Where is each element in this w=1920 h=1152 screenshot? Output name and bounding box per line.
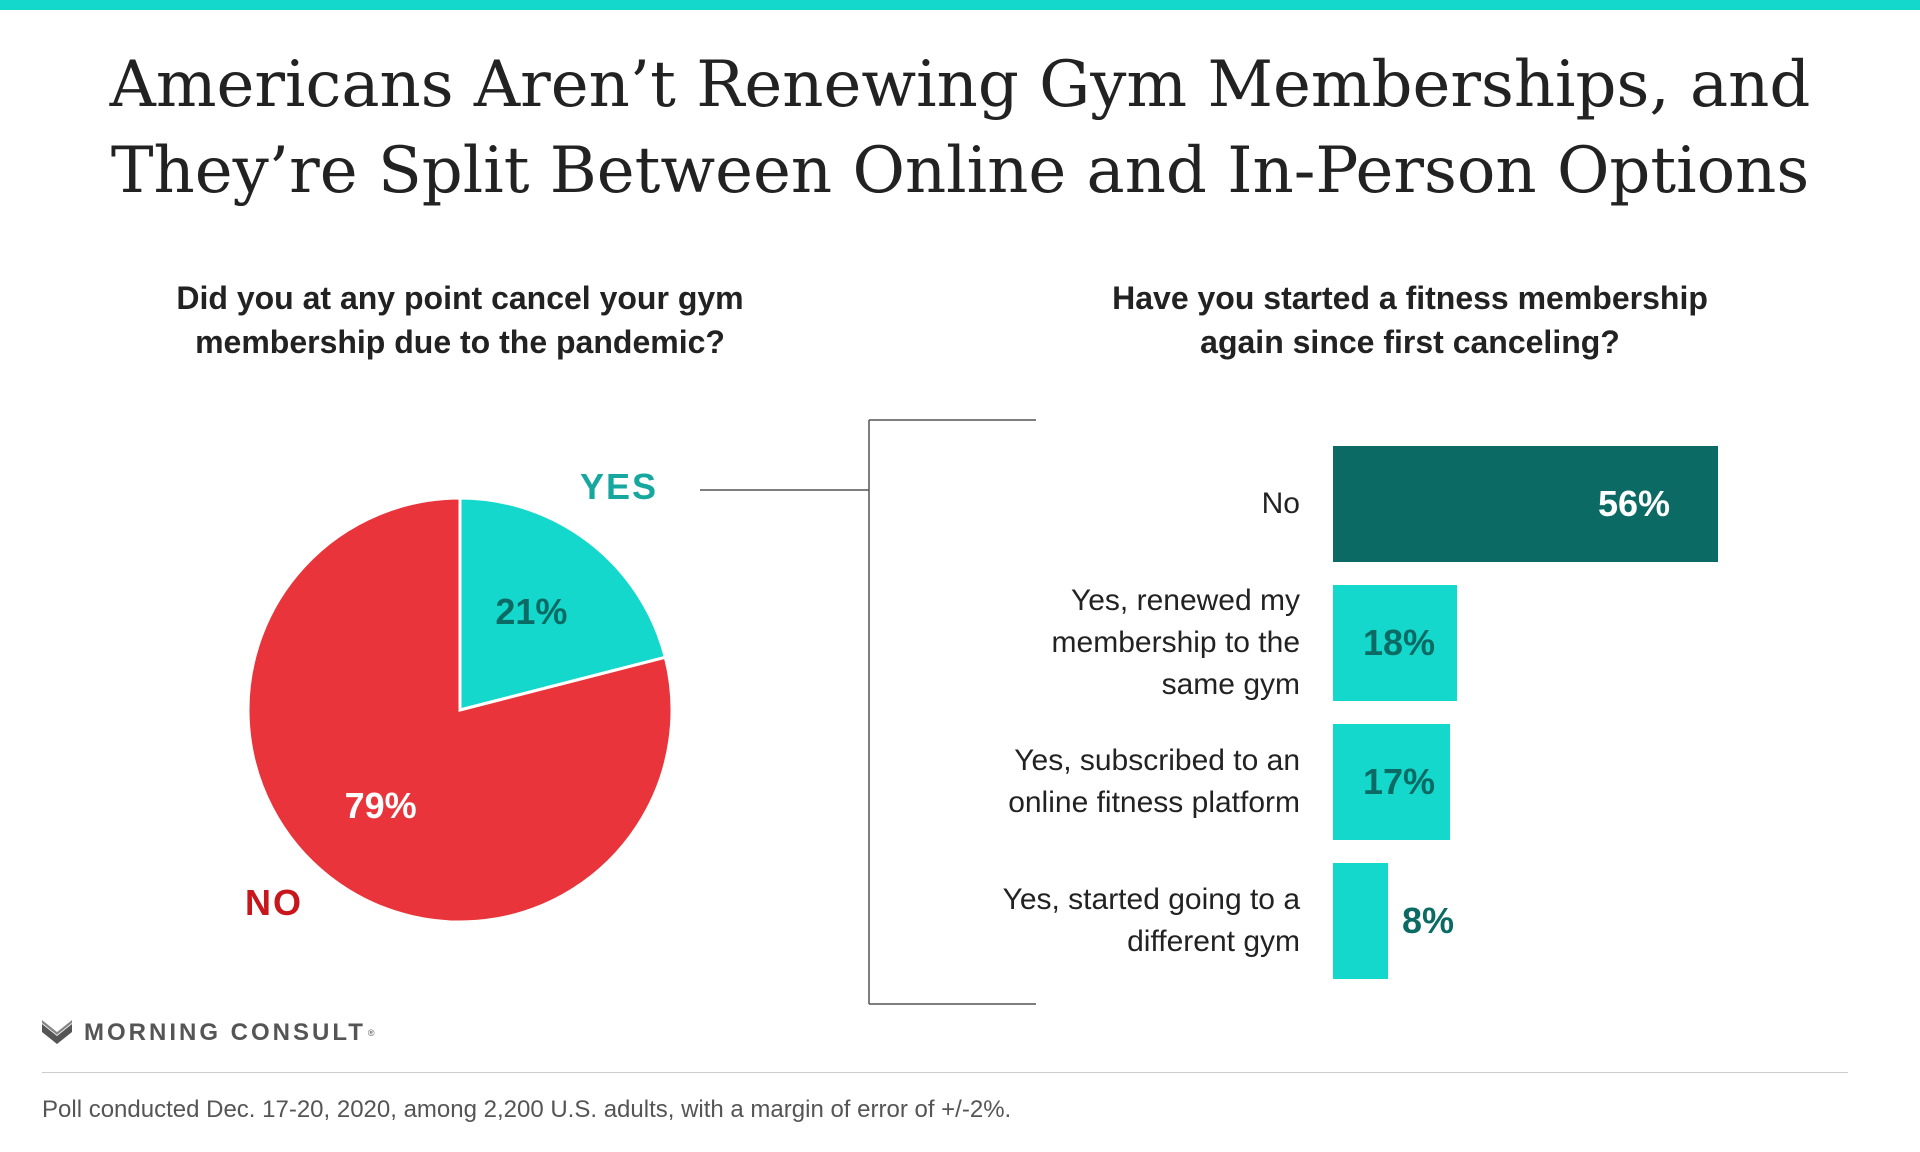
- bar-category-label: Yes, subscribed to an online fitness pla…: [900, 740, 1300, 824]
- bar-row: Yes, renewed my membership to the same g…: [880, 584, 1780, 701]
- bar-online-platform: [1333, 724, 1450, 840]
- bar-row: Yes, subscribed to an online fitness pla…: [880, 724, 1780, 840]
- bar-value-label-online: 17%: [1363, 761, 1436, 802]
- pie-value-label-yes: 21%: [495, 590, 568, 632]
- pie-category-no: NO: [245, 882, 303, 923]
- chart-title-line-2: They’re Split Between Online and In-Pers…: [110, 134, 1810, 208]
- bar-question: Have you started a fitness membership ag…: [1040, 276, 1780, 364]
- bar-category-line: Yes, started going to a: [1002, 883, 1300, 916]
- bar-category-line: different gym: [1127, 925, 1300, 958]
- bar-question-line-1: Have you started a fitness membership: [1112, 280, 1708, 316]
- bar-question-line-2: again since first canceling?: [1200, 324, 1620, 360]
- top-accent-rule: [0, 0, 1920, 10]
- footnote: Poll conducted Dec. 17-20, 2020, among 2…: [42, 1096, 1012, 1123]
- chart-title: Americans Aren’t Renewing Gym Membership…: [0, 42, 1920, 214]
- pie-question-line-1: Did you at any point cancel your gym: [176, 280, 744, 316]
- bar-category-line: Yes, subscribed to an: [1014, 744, 1300, 777]
- bar-value-label-no: 56%: [1598, 483, 1671, 524]
- pie-chart: [246, 496, 674, 924]
- bar-row: Yes, started going to a different gym 8%: [880, 863, 1780, 979]
- bar-no: [1333, 446, 1718, 562]
- brand-trademark: ®: [367, 1028, 375, 1038]
- bar-value-label-renewed: 18%: [1363, 622, 1436, 663]
- pie-slice-yes: [458, 496, 668, 712]
- bar-category-line: online fitness platform: [1008, 786, 1300, 819]
- bar-category-line: Yes, renewed my: [1070, 584, 1300, 617]
- morning-consult-logo: MORNING CONSULT ®: [42, 1018, 375, 1048]
- bar-category-line: membership to the: [1051, 626, 1300, 659]
- pie-slice-no: [246, 496, 674, 924]
- bar-value-label-different-gym: 8%: [1402, 900, 1455, 941]
- footer-divider: [42, 1072, 1848, 1073]
- brand-name: MORNING CONSULT: [84, 1019, 366, 1046]
- bar-category-label: Yes, started going to a different gym: [900, 879, 1300, 963]
- chart-title-line-1: Americans Aren’t Renewing Gym Membership…: [109, 48, 1811, 122]
- bar-category-label: Yes, renewed my membership to the same g…: [900, 580, 1300, 706]
- bar-renewed-same-gym: [1333, 585, 1457, 701]
- pie-question-line-2: membership due to the pandemic?: [195, 324, 725, 360]
- bar-category-label: No: [900, 483, 1300, 525]
- pie-category-yes: YES: [580, 466, 659, 507]
- pie-value-label-no: 79%: [344, 785, 417, 827]
- bar-row: No 56%: [880, 446, 1780, 562]
- bar-category-line: same gym: [1161, 668, 1300, 701]
- bar-different-gym: [1333, 863, 1388, 979]
- morning-consult-m-icon: [42, 1020, 72, 1044]
- bar-category-line: No: [1261, 487, 1300, 520]
- pie-question: Did you at any point cancel your gym mem…: [100, 276, 820, 364]
